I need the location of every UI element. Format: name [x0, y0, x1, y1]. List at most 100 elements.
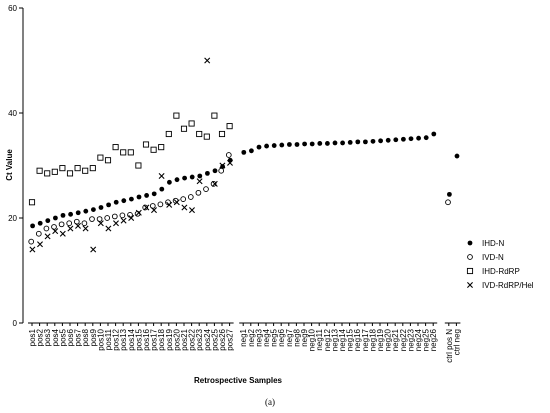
- y-tick-label: 40: [8, 109, 17, 118]
- data-point: [104, 157, 112, 164]
- data-point: [385, 137, 391, 143]
- data-point: [135, 209, 142, 216]
- data-point: [197, 173, 203, 179]
- data-point: [393, 137, 399, 143]
- data-point: [149, 203, 156, 209]
- data-point: [53, 215, 58, 221]
- data-point: [370, 138, 376, 144]
- data-point: [127, 149, 134, 156]
- x-tick-label: neg3: [254, 328, 263, 346]
- x-tick-label: neg19: [376, 328, 385, 351]
- x-tick-label: neg13: [330, 328, 339, 351]
- data-point: [43, 225, 50, 232]
- data-point: [165, 199, 171, 206]
- x-tick-label: neg16: [353, 328, 362, 351]
- x-tick-label: neg18: [368, 328, 377, 351]
- x-tick-label: pos1: [28, 328, 37, 346]
- data-point: [271, 143, 277, 148]
- data-point: [173, 112, 180, 119]
- x-tick-label: pos23: [195, 328, 204, 350]
- data-point: [60, 212, 66, 218]
- data-point: [203, 133, 210, 140]
- legend-marker: [467, 254, 473, 260]
- x-axis-title: Retrospective Samples: [194, 376, 283, 385]
- legend-item: IHD-N: [467, 239, 504, 248]
- x-tick-label: pos13: [119, 328, 128, 350]
- x-tick-label: neg7: [285, 328, 294, 346]
- data-point: [174, 177, 180, 183]
- data-point: [279, 142, 285, 148]
- x-tick-label: neg21: [391, 328, 400, 351]
- x-tick-label: pos6: [66, 328, 75, 346]
- data-point: [325, 141, 330, 146]
- x-tick-label: pos11: [104, 328, 113, 350]
- data-point: [189, 207, 195, 214]
- data-point: [225, 152, 232, 158]
- data-point: [28, 199, 36, 206]
- legend-marker: [467, 282, 473, 288]
- data-point: [218, 167, 225, 174]
- legend-marker: [466, 267, 474, 275]
- data-point: [44, 170, 51, 177]
- data-point: [218, 130, 226, 138]
- data-point: [180, 196, 187, 202]
- data-point: [112, 144, 119, 151]
- x-tick-label: neg10: [308, 328, 317, 351]
- data-point: [454, 153, 460, 159]
- series-ihd-rdrp: [28, 112, 233, 206]
- data-point: [256, 144, 262, 150]
- data-point: [165, 130, 172, 138]
- data-point: [219, 162, 226, 169]
- x-tick-label: pos4: [51, 328, 60, 346]
- data-point: [89, 216, 95, 222]
- legend-item: IVD-RdRP/Hel: [467, 281, 534, 290]
- data-point: [120, 217, 127, 224]
- data-point: [249, 148, 254, 154]
- data-point: [35, 230, 42, 237]
- y-tick-label: 20: [8, 214, 17, 223]
- data-point: [90, 246, 97, 253]
- x-tick-label: pos17: [150, 328, 159, 350]
- x-tick-label: neg23: [406, 328, 415, 351]
- data-point: [363, 139, 368, 145]
- x-tick-label: neg9: [300, 328, 309, 346]
- data-point: [73, 218, 80, 225]
- x-tick-label: neg5: [270, 328, 279, 346]
- data-point: [211, 180, 218, 187]
- legend-item: IHD-RdRP: [466, 267, 520, 276]
- x-tick-label: neg22: [399, 328, 408, 351]
- data-point: [401, 136, 406, 142]
- data-point: [82, 225, 89, 232]
- data-point: [188, 120, 195, 127]
- data-point: [158, 144, 165, 151]
- x-tick-label: pos3: [43, 328, 52, 346]
- data-point: [75, 210, 81, 216]
- data-point: [445, 199, 451, 206]
- data-point: [416, 135, 421, 141]
- data-point: [36, 167, 43, 174]
- data-point: [227, 159, 233, 166]
- data-point: [67, 225, 74, 232]
- data-point: [181, 204, 188, 211]
- data-point: [111, 213, 118, 220]
- data-point: [196, 130, 203, 138]
- data-point: [204, 57, 211, 64]
- data-point: [167, 179, 172, 185]
- y-axis-title: Ct Value: [5, 149, 14, 181]
- x-tick-label: neg25: [422, 328, 431, 351]
- data-point: [119, 212, 126, 219]
- plot-area: 0204060pos1pos2pos3pos4pos5pos6pos7pos8p…: [8, 4, 461, 363]
- data-point: [29, 246, 36, 253]
- data-point: [97, 220, 104, 227]
- data-point: [187, 194, 194, 200]
- data-point: [151, 191, 157, 197]
- x-tick-label: neg6: [277, 328, 286, 346]
- series-ihd-n: [30, 131, 460, 229]
- x-tick-label: pos21: [180, 328, 189, 350]
- data-point: [226, 123, 233, 130]
- data-point: [408, 136, 414, 142]
- data-point: [151, 207, 157, 214]
- x-tick-label: pos5: [58, 328, 67, 346]
- x-tick-label: pos16: [142, 328, 151, 350]
- data-point: [159, 186, 165, 192]
